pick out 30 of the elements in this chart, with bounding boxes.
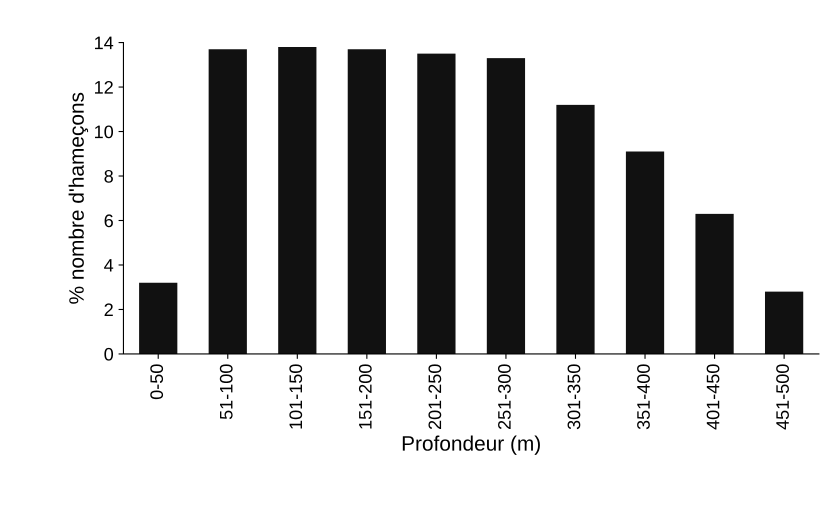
- x-tick-label: 301-350: [568, 364, 580, 430]
- bar: [764, 292, 804, 354]
- bar: [695, 214, 734, 354]
- bar: [139, 282, 178, 354]
- y-tick-label: 6: [104, 214, 113, 228]
- bar: [486, 58, 526, 354]
- x-tick-label: 151-200: [358, 364, 372, 429]
- bar: [348, 49, 386, 354]
- y-tick-label: 10: [95, 125, 114, 138]
- y-axis-title: % nombre d'hameçons: [68, 92, 88, 304]
- bar: [208, 49, 247, 354]
- bar: [626, 152, 664, 354]
- x-tick-label: 351-400: [637, 364, 650, 430]
- x-tick-label: 451-500: [776, 364, 789, 430]
- bar: [417, 54, 456, 354]
- x-axis-title: Profondeur (m): [402, 435, 540, 455]
- y-tick-label: 2: [104, 303, 113, 316]
- bar: [278, 47, 316, 354]
- bar: [556, 104, 595, 354]
- y-tick-label: 4: [104, 259, 114, 272]
- x-tick-label: 0-50: [150, 364, 164, 400]
- y-tick-label: 8: [104, 170, 113, 183]
- y-tick-label: 12: [95, 80, 113, 94]
- x-tick-label: 251-300: [498, 364, 511, 430]
- y-tick-label: 0: [104, 348, 114, 361]
- x-tick-label: 201-250: [428, 364, 442, 430]
- x-tick-label: 51-100: [220, 364, 233, 420]
- y-tick-label: 14: [95, 36, 114, 50]
- x-tick-label: 401-450: [706, 364, 720, 430]
- x-tick-label: 101-150: [289, 364, 302, 429]
